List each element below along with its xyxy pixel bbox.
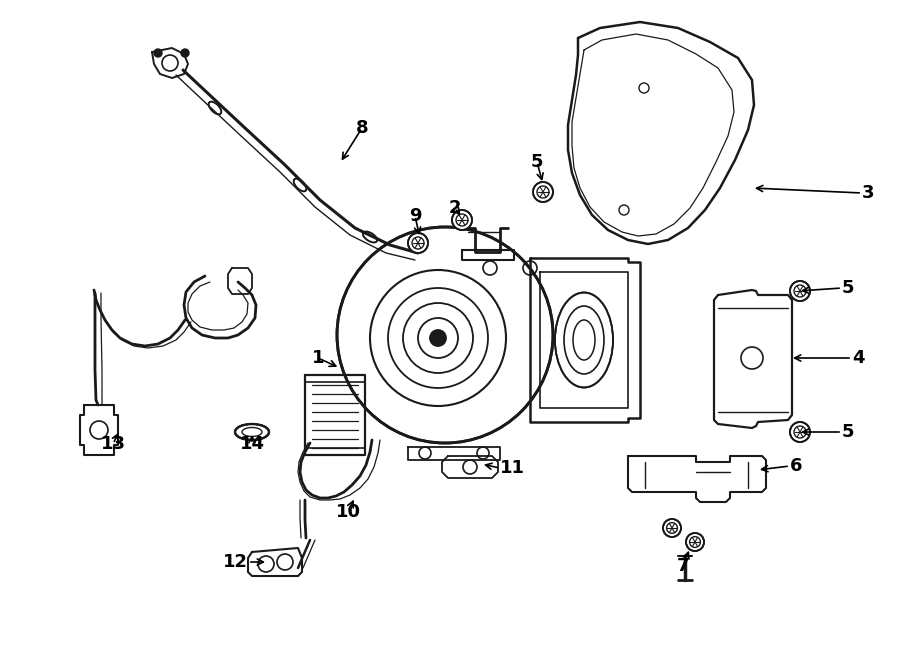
Text: 11: 11	[500, 459, 525, 477]
Text: 6: 6	[790, 457, 803, 475]
Text: 7: 7	[677, 557, 689, 575]
Circle shape	[337, 227, 553, 443]
Text: 4: 4	[852, 349, 865, 367]
Text: 14: 14	[239, 435, 265, 453]
Text: 5: 5	[842, 423, 854, 441]
Circle shape	[154, 49, 162, 57]
Text: 5: 5	[842, 279, 854, 297]
Text: 12: 12	[223, 553, 248, 571]
Ellipse shape	[235, 424, 269, 440]
Circle shape	[686, 533, 704, 551]
Text: 10: 10	[336, 503, 361, 521]
Circle shape	[663, 519, 681, 537]
Circle shape	[181, 49, 189, 57]
Text: 8: 8	[356, 119, 368, 137]
Text: 2: 2	[449, 199, 461, 217]
Circle shape	[790, 422, 810, 442]
Text: 13: 13	[101, 435, 125, 453]
Text: 5: 5	[531, 153, 544, 171]
Text: 9: 9	[409, 207, 421, 225]
Circle shape	[430, 330, 446, 346]
Ellipse shape	[555, 293, 613, 387]
Text: 1: 1	[311, 349, 324, 367]
Circle shape	[408, 233, 428, 253]
Circle shape	[452, 210, 472, 230]
Circle shape	[533, 182, 553, 202]
Circle shape	[790, 281, 810, 301]
Text: 3: 3	[862, 184, 875, 202]
